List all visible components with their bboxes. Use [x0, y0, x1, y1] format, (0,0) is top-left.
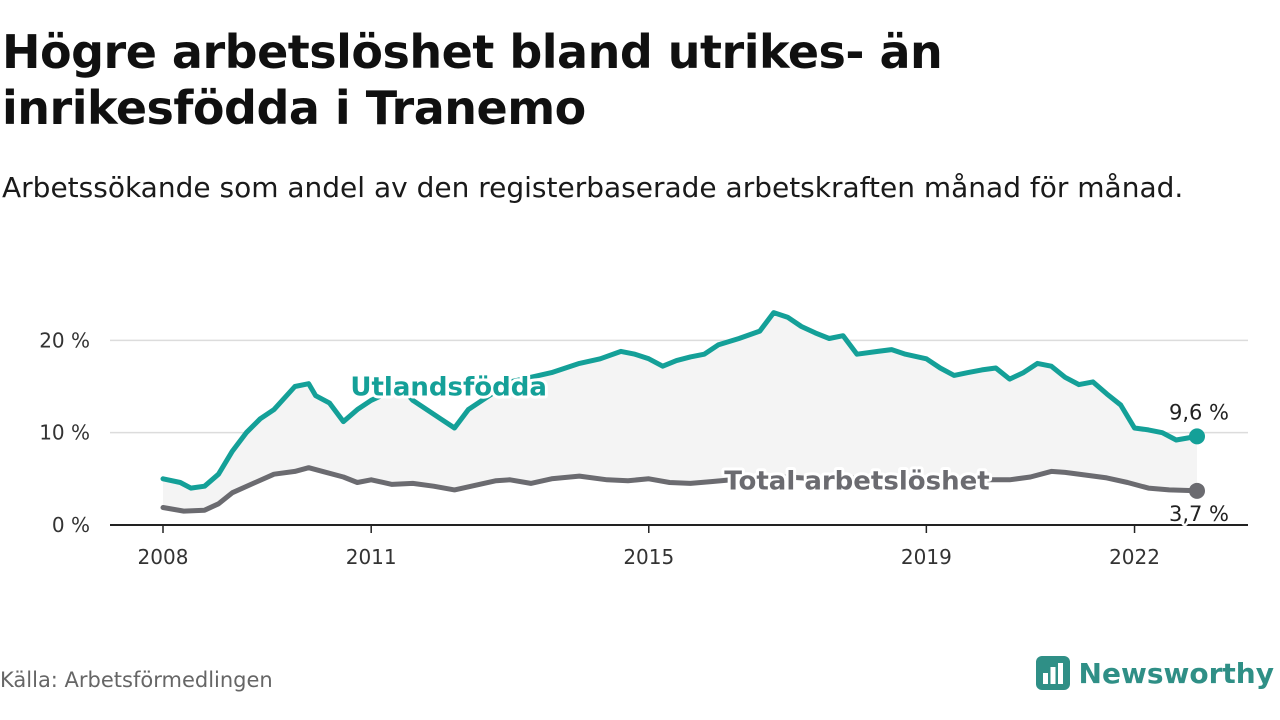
page-title: Högre arbetslöshet bland utrikes- än inr… [2, 25, 943, 135]
x-tick-label-2: 2015 [623, 545, 674, 569]
brand-name: Newsworthy [1078, 656, 1274, 690]
line-chart: 0 % 10 % 20 % 2008 2011 2015 2019 2022 9,6 % Utla… [39, 310, 1248, 569]
y-tick-label-1: 10 % [39, 421, 90, 445]
newsworthy-logo-icon [1035, 656, 1070, 690]
x-tick-label-0: 2008 [138, 545, 189, 569]
brand-logo[interactable]: Newsworthy [1035, 652, 1274, 694]
series-end-point-0 [1189, 428, 1205, 445]
series-end-point-1 [1189, 482, 1205, 499]
series-label-1: Total arbetslöshet [724, 467, 989, 497]
page-subtitle: Arbetssökande som andel av den registerb… [2, 171, 1184, 204]
x-tick-label-1: 2011 [346, 545, 397, 569]
series-end-label-1: 3,7 % [1169, 502, 1229, 526]
series-label-0: Utlandsfödda [350, 372, 547, 402]
series-line-0 [160, 310, 1200, 491]
source-note: Källa: Arbetsförmedlingen [0, 668, 273, 692]
band-between-series [163, 312, 1197, 511]
y-tick-label-2: 20 % [39, 328, 90, 352]
series-line-1 [160, 465, 1200, 514]
x-tick-label-4: 2022 [1109, 545, 1160, 569]
y-tick-label-0: 0 % [52, 513, 90, 537]
series-end-label-0: 9,6 % [1169, 400, 1229, 424]
x-tick-label-3: 2019 [901, 545, 952, 569]
